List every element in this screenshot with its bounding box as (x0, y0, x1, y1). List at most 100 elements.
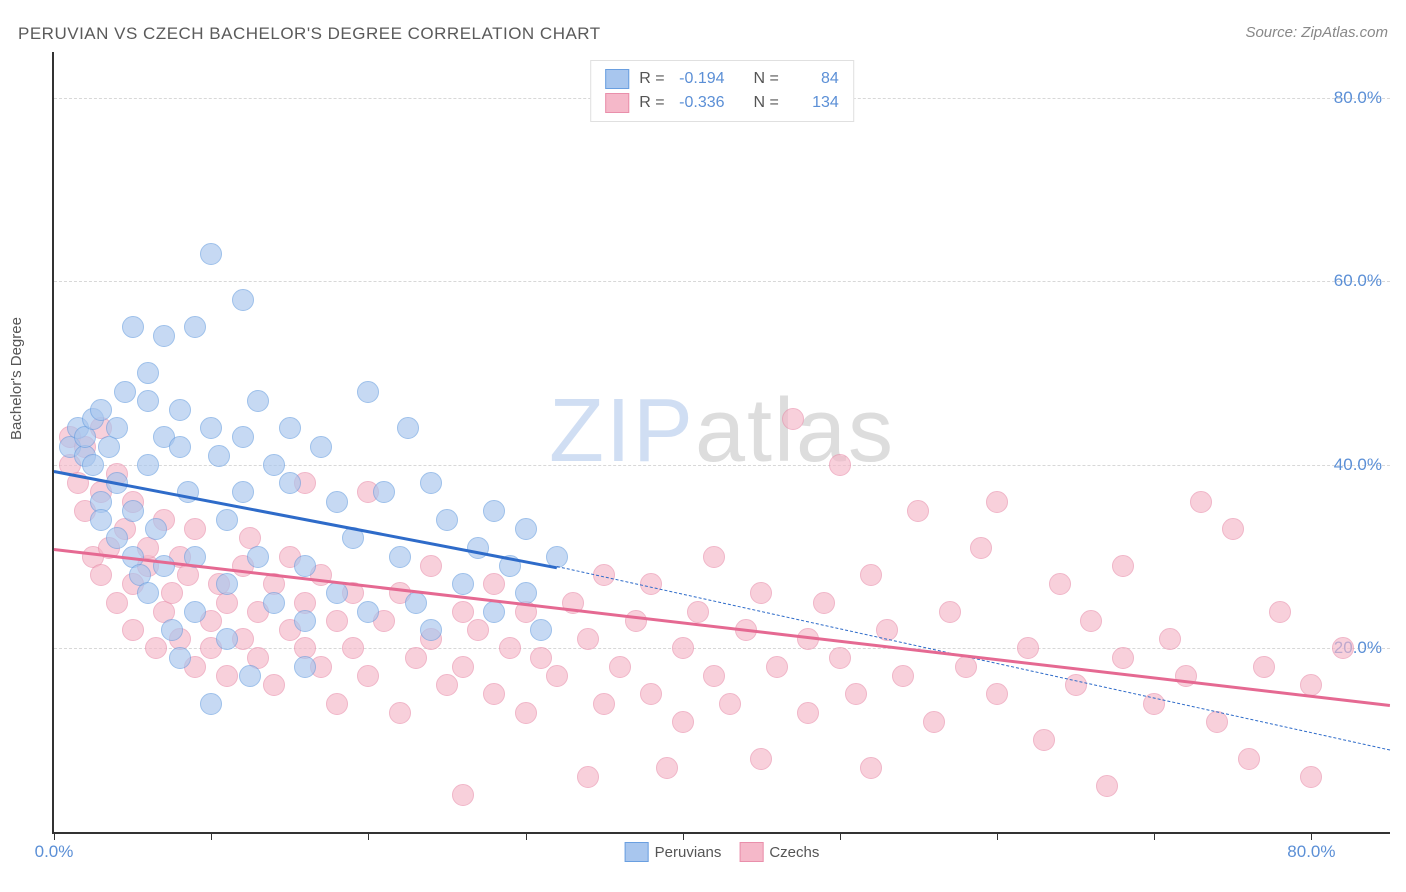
data-point (389, 702, 411, 724)
x-tick (211, 832, 213, 840)
data-point (169, 436, 191, 458)
data-point (672, 637, 694, 659)
data-point (326, 491, 348, 513)
data-point (279, 472, 301, 494)
data-point (986, 491, 1008, 513)
data-point (263, 674, 285, 696)
data-point (829, 454, 851, 476)
data-point (1112, 555, 1134, 577)
data-point (294, 610, 316, 632)
data-point (216, 573, 238, 595)
data-point (342, 637, 364, 659)
data-point (184, 601, 206, 623)
swatch-czechs (605, 93, 629, 113)
data-point (420, 619, 442, 641)
legend-label: Czechs (769, 844, 819, 861)
data-point (1269, 601, 1291, 623)
swatch-peruvians (605, 69, 629, 89)
data-point (640, 683, 662, 705)
data-point (625, 610, 647, 632)
data-point (122, 500, 144, 522)
x-tick-label: 0.0% (35, 842, 74, 862)
data-point (216, 665, 238, 687)
swatch-peruvians (625, 842, 649, 862)
series-legend: Peruvians Czechs (625, 842, 820, 862)
stats-legend: R = -0.194 N = 84 R = -0.336 N = 134 (590, 60, 854, 122)
plot-area: ZIPatlas R = -0.194 N = 84 R = -0.336 N … (52, 52, 1390, 834)
data-point (593, 693, 615, 715)
data-point (326, 610, 348, 632)
data-point (200, 417, 222, 439)
data-point (860, 757, 882, 779)
x-tick (1311, 832, 1313, 840)
data-point (122, 619, 144, 641)
y-tick-label: 80.0% (1334, 88, 1382, 108)
data-point (750, 582, 772, 604)
data-point (263, 592, 285, 614)
data-point (939, 601, 961, 623)
data-point (169, 399, 191, 421)
data-point (216, 628, 238, 650)
data-point (892, 665, 914, 687)
data-point (860, 564, 882, 586)
data-point (609, 656, 631, 678)
data-point (672, 711, 694, 733)
data-point (436, 509, 458, 531)
data-point (703, 665, 725, 687)
data-point (797, 702, 819, 724)
stats-row-czechs: R = -0.336 N = 134 (605, 91, 839, 115)
data-point (326, 582, 348, 604)
data-point (232, 481, 254, 503)
swatch-czechs (739, 842, 763, 862)
watermark-part1: ZIP (549, 381, 695, 481)
data-point (530, 619, 552, 641)
data-point (813, 592, 835, 614)
r-value-peruvians: -0.194 (675, 70, 725, 88)
data-point (106, 417, 128, 439)
data-point (1159, 628, 1181, 650)
label-r: R = (639, 94, 664, 112)
data-point (153, 325, 175, 347)
data-point (232, 426, 254, 448)
x-tick (683, 832, 685, 840)
data-point (161, 619, 183, 641)
data-point (145, 518, 167, 540)
data-point (907, 500, 929, 522)
data-point (279, 417, 301, 439)
data-point (1033, 729, 1055, 751)
data-point (184, 316, 206, 338)
data-point (970, 537, 992, 559)
label-r: R = (639, 70, 664, 88)
data-point (452, 784, 474, 806)
data-point (499, 637, 521, 659)
data-point (845, 683, 867, 705)
data-point (373, 481, 395, 503)
data-point (986, 683, 1008, 705)
data-point (1049, 573, 1071, 595)
data-point (829, 647, 851, 669)
data-point (1065, 674, 1087, 696)
data-point (239, 665, 261, 687)
x-tick (997, 832, 999, 840)
data-point (90, 564, 112, 586)
data-point (161, 582, 183, 604)
data-point (577, 628, 599, 650)
data-point (357, 381, 379, 403)
data-point (467, 619, 489, 641)
data-point (923, 711, 945, 733)
data-point (106, 527, 128, 549)
n-value-czechs: 134 (789, 94, 839, 112)
data-point (1300, 674, 1322, 696)
y-tick-label: 60.0% (1334, 271, 1382, 291)
legend-label: Peruvians (655, 844, 722, 861)
data-point (483, 500, 505, 522)
data-point (247, 546, 269, 568)
data-point (208, 445, 230, 467)
data-point (703, 546, 725, 568)
data-point (232, 289, 254, 311)
data-point (750, 748, 772, 770)
x-tick-label: 80.0% (1287, 842, 1335, 862)
data-point (452, 601, 474, 623)
data-point (137, 362, 159, 384)
data-point (577, 766, 599, 788)
